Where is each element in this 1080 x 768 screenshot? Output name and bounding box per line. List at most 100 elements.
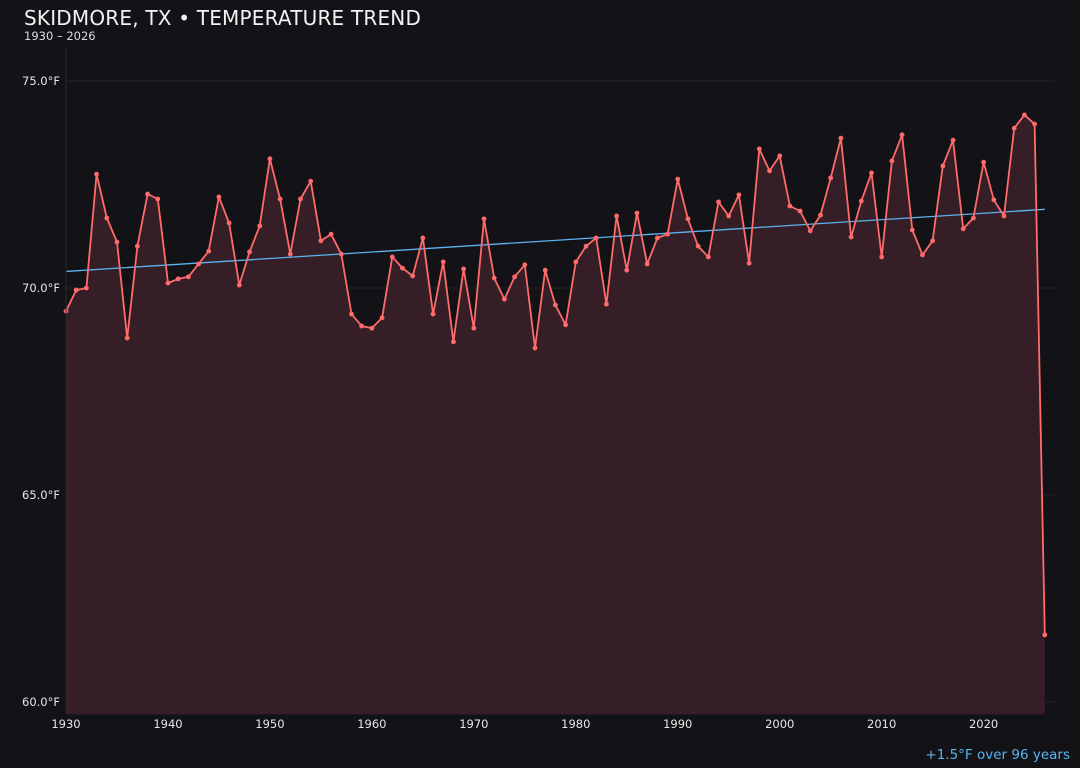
x-tick-label: 1970	[459, 717, 488, 731]
data-point	[94, 171, 99, 177]
x-tick-label: 1990	[663, 717, 692, 731]
data-point	[226, 220, 232, 226]
data-point	[155, 196, 161, 202]
data-point	[83, 285, 89, 291]
data-point	[328, 231, 334, 237]
data-point	[491, 275, 497, 281]
data-point	[889, 158, 895, 164]
data-point	[787, 203, 793, 209]
data-point	[991, 197, 997, 203]
data-point	[583, 243, 589, 249]
data-point	[185, 274, 191, 280]
data-point	[114, 239, 120, 245]
data-point	[767, 168, 772, 174]
data-point	[165, 280, 171, 286]
data-point	[277, 196, 283, 202]
x-tick-label: 1980	[561, 717, 590, 731]
data-point	[481, 216, 487, 222]
data-point	[461, 266, 467, 272]
data-point	[145, 191, 150, 197]
data-point	[1001, 213, 1007, 219]
data-point	[685, 216, 691, 222]
data-point	[950, 137, 956, 143]
data-point	[216, 194, 222, 200]
data-point	[196, 261, 201, 267]
data-point	[705, 254, 711, 260]
data-point	[818, 212, 823, 218]
x-tick-label: 2000	[765, 717, 794, 731]
data-point	[634, 210, 640, 216]
data-point	[858, 198, 864, 204]
data-point	[716, 199, 721, 205]
data-point	[410, 273, 416, 279]
data-point	[206, 248, 212, 254]
data-point	[308, 178, 314, 184]
data-point	[675, 176, 681, 182]
y-tick-label: 75.0°F	[22, 74, 60, 88]
data-point	[695, 243, 701, 249]
data-point	[349, 311, 354, 317]
data-point	[247, 249, 252, 255]
data-point	[797, 208, 803, 214]
data-point	[451, 339, 456, 345]
data-point	[400, 265, 405, 271]
data-point	[869, 170, 874, 176]
data-point	[287, 251, 293, 257]
data-point	[930, 238, 936, 244]
data-point	[298, 196, 303, 202]
data-point	[899, 132, 905, 138]
area-fill	[66, 114, 1045, 715]
x-tick-label: 2020	[969, 717, 998, 731]
x-tick-label: 2010	[867, 717, 896, 731]
x-tick-label: 1940	[153, 717, 182, 731]
data-point	[909, 227, 915, 233]
data-point	[1022, 112, 1027, 118]
data-point	[736, 192, 742, 198]
data-point	[879, 254, 885, 260]
data-point	[532, 345, 538, 351]
data-point	[777, 153, 783, 159]
data-point	[644, 261, 650, 267]
data-point	[502, 296, 507, 302]
data-point	[440, 259, 446, 265]
data-point	[267, 156, 273, 162]
data-point	[756, 146, 762, 152]
data-point	[563, 322, 568, 328]
data-point	[920, 252, 925, 258]
data-point	[257, 223, 263, 229]
x-tick-label: 1930	[51, 717, 80, 731]
data-point	[573, 259, 579, 265]
data-point	[807, 228, 813, 234]
chart-subtitle: 1930 – 2026	[24, 29, 96, 43]
data-point	[124, 335, 130, 341]
data-point	[389, 254, 395, 260]
data-point	[522, 262, 528, 268]
data-point	[512, 274, 518, 280]
data-point	[746, 260, 752, 266]
data-point	[553, 302, 558, 308]
data-point	[471, 325, 477, 331]
trend-line	[65, 208, 1045, 273]
data-point	[971, 215, 976, 221]
data-point	[134, 243, 140, 249]
data-point	[379, 315, 385, 321]
data-point	[175, 276, 181, 282]
data-point	[1042, 632, 1048, 638]
data-point	[338, 251, 344, 257]
data-point	[369, 325, 375, 331]
data-point	[940, 163, 946, 169]
data-point	[359, 323, 365, 329]
data-point	[665, 231, 670, 237]
x-tick-label: 1950	[255, 717, 284, 731]
x-tick-label: 1960	[357, 717, 386, 731]
data-point	[828, 175, 834, 181]
data-point	[614, 213, 619, 219]
data-point	[624, 267, 630, 273]
data-point	[104, 215, 110, 221]
data-point	[726, 213, 732, 219]
data-point	[960, 226, 966, 232]
data-point	[838, 135, 844, 141]
y-tick-label: 65.0°F	[22, 488, 60, 502]
data-point	[430, 311, 436, 317]
